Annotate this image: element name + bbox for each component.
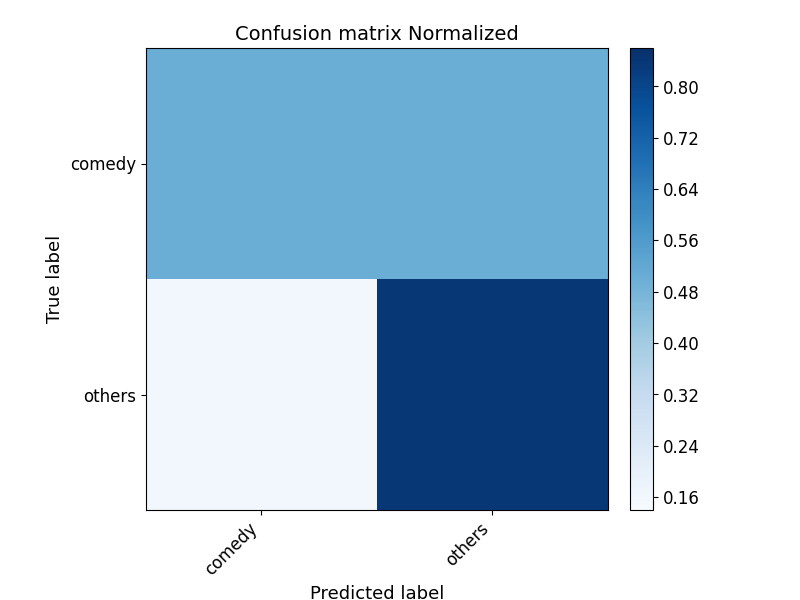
Y-axis label: True label: True label xyxy=(46,235,65,323)
X-axis label: Predicted label: Predicted label xyxy=(310,585,444,600)
Title: Confusion matrix Normalized: Confusion matrix Normalized xyxy=(235,25,518,44)
